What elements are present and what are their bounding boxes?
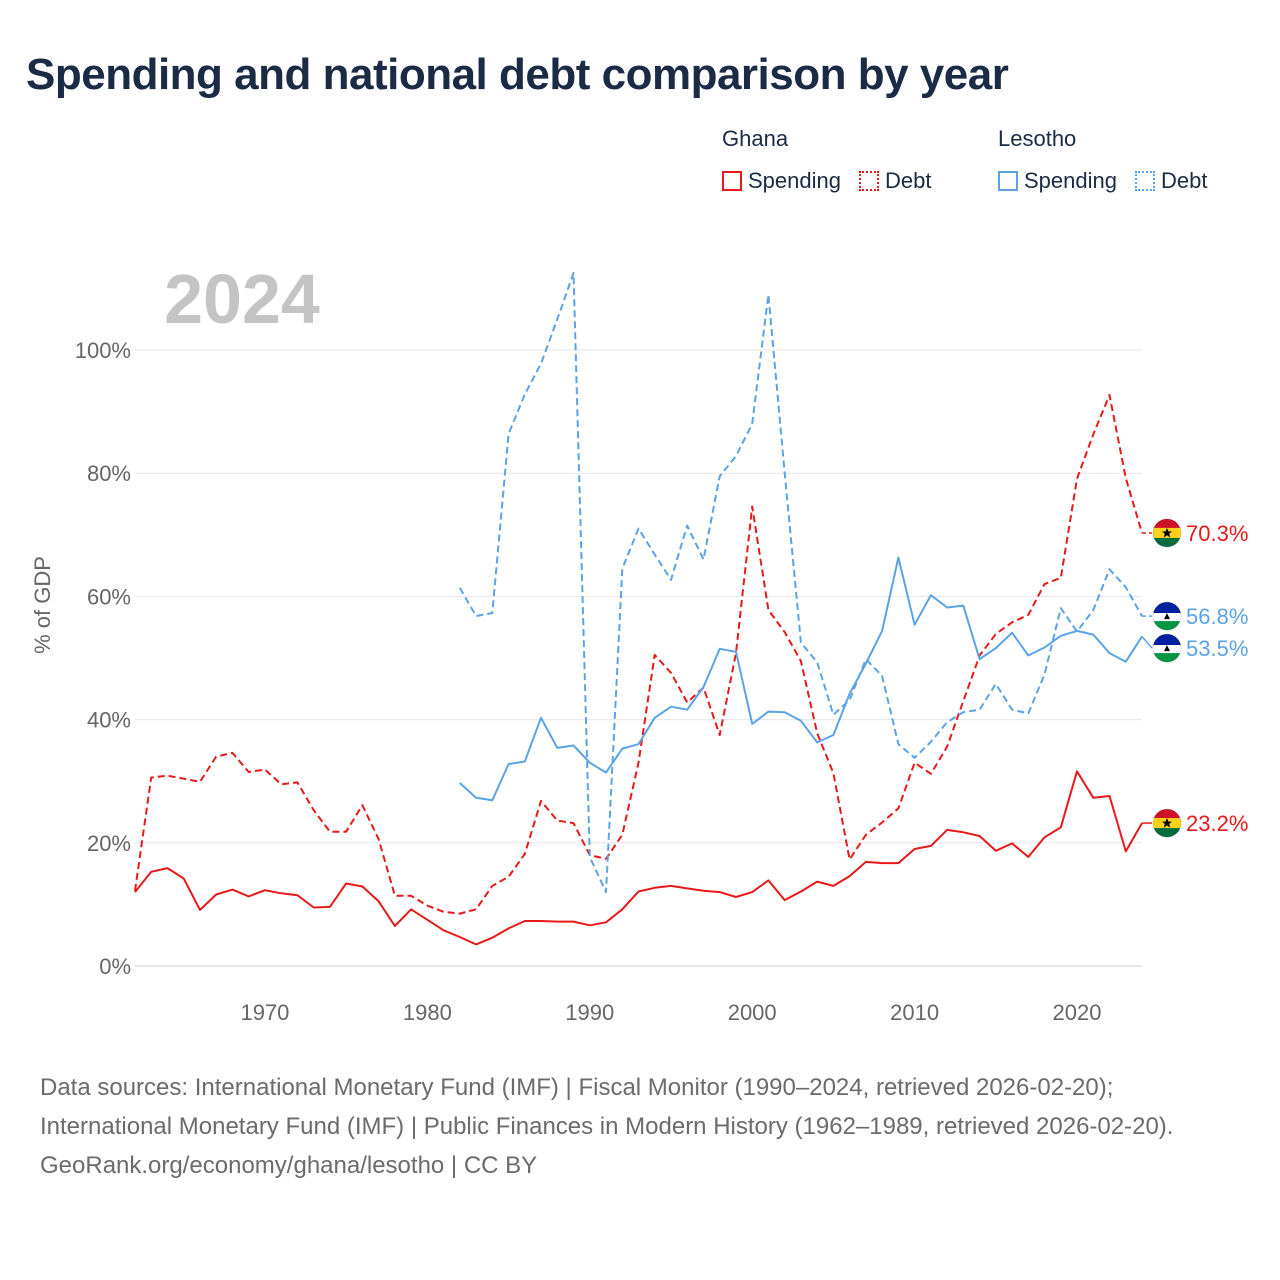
flag-stripe xyxy=(1153,634,1181,646)
flag-icon xyxy=(1152,518,1182,548)
flag-border xyxy=(1152,808,1182,838)
flag-stripe xyxy=(1153,828,1181,838)
x-tick-label: 2010 xyxy=(890,1000,939,1025)
flag-border xyxy=(1152,518,1182,548)
y-tick-label: 20% xyxy=(87,831,131,856)
y-tick-label: 40% xyxy=(87,708,131,733)
legend-label: Spending xyxy=(1024,168,1117,193)
chart-title: Spending and national debt comparison by… xyxy=(26,50,1009,99)
flag-icon xyxy=(1152,601,1182,631)
flag-star xyxy=(1162,818,1172,828)
flag-stripe xyxy=(1153,537,1181,547)
flag-icon xyxy=(1152,633,1182,663)
legend-swatch-lesotho-debt xyxy=(1134,171,1155,191)
x-tick-label: 2020 xyxy=(1053,1000,1102,1025)
series-line-ghana-debt xyxy=(134,394,1143,915)
legend-ghana-spending[interactable]: Spending xyxy=(722,168,841,194)
x-tick-label: 1980 xyxy=(403,1000,452,1025)
y-tick-labels: 0% 20% 40% 60% 80% 100% xyxy=(75,338,131,979)
legend-swatch-lesotho-spending xyxy=(998,171,1018,191)
flag-icon xyxy=(1152,808,1182,838)
legend-ghana-debt[interactable]: Debt xyxy=(858,168,932,194)
y-tick-label: 60% xyxy=(87,584,131,609)
legend-lesotho-debt[interactable]: Debt xyxy=(1134,168,1208,194)
y-tick-label: 0% xyxy=(99,954,131,979)
flag-star xyxy=(1162,527,1172,538)
legend-country-lesotho: Lesotho xyxy=(998,126,1077,151)
legend-swatch-ghana-spending xyxy=(722,171,742,191)
y-tick-label: 80% xyxy=(87,461,131,486)
flag-border xyxy=(1152,633,1182,663)
series-line-lesotho-spending xyxy=(459,556,1143,802)
x-tick-label: 1990 xyxy=(565,1000,614,1025)
flag-border xyxy=(1152,601,1182,631)
footer: Data sources: International Monetary Fun… xyxy=(40,1068,1240,1185)
series-line-lesotho-debt xyxy=(458,272,1143,894)
legend-label: Debt xyxy=(1160,168,1208,193)
y-tick-label: 100% xyxy=(75,338,131,363)
legend-ghana: Ghana Spending Debt xyxy=(722,124,949,196)
legend-swatch-ghana-debt xyxy=(858,171,879,191)
flag-stripe xyxy=(1153,809,1181,819)
legend-country-ghana: Ghana xyxy=(722,126,789,151)
legend-lesotho-spending[interactable]: Spending xyxy=(998,168,1117,194)
grid-lines xyxy=(135,349,1142,967)
x-tick-label: 2000 xyxy=(728,1000,777,1025)
series-lines xyxy=(134,272,1143,946)
credit-link[interactable]: GeoRank.org/economy/ghana/lesotho | CC B… xyxy=(40,1152,538,1179)
data-sources: Data sources: International Monetary Fun… xyxy=(40,1074,1174,1140)
series-end-labels: 70.3% 56.8% 53.5% 23.2% xyxy=(1141,518,1248,838)
y-axis-label: % of GDP xyxy=(30,556,55,654)
line-chart: 2024 % of GDP 0% 20% 40% 60% 80% 100% 1970 198… xyxy=(30,260,1248,1025)
end-value-label: 23.2% xyxy=(1186,811,1248,836)
end-value-label: 70.3% xyxy=(1186,521,1248,546)
end-value-label: 53.5% xyxy=(1186,636,1248,661)
flag-stripe xyxy=(1153,621,1181,631)
x-tick-label: 1970 xyxy=(240,1000,289,1025)
x-tick-labels: 1970 1980 1990 2000 2010 2020 xyxy=(240,1000,1101,1025)
legend-lesotho: Lesotho Spending Debt xyxy=(998,124,1225,196)
flag-hat xyxy=(1164,613,1170,620)
end-value-label: 56.8% xyxy=(1186,604,1248,629)
series-line-ghana-spending xyxy=(134,770,1143,946)
flag-stripe xyxy=(1153,518,1181,528)
year-watermark: 2024 xyxy=(164,260,320,338)
flag-stripe xyxy=(1153,653,1181,663)
flag-hat xyxy=(1164,645,1170,652)
legend-label: Spending xyxy=(748,168,841,193)
flag-stripe xyxy=(1153,602,1181,614)
end-connector xyxy=(1141,635,1153,649)
legend-label: Debt xyxy=(884,168,932,193)
